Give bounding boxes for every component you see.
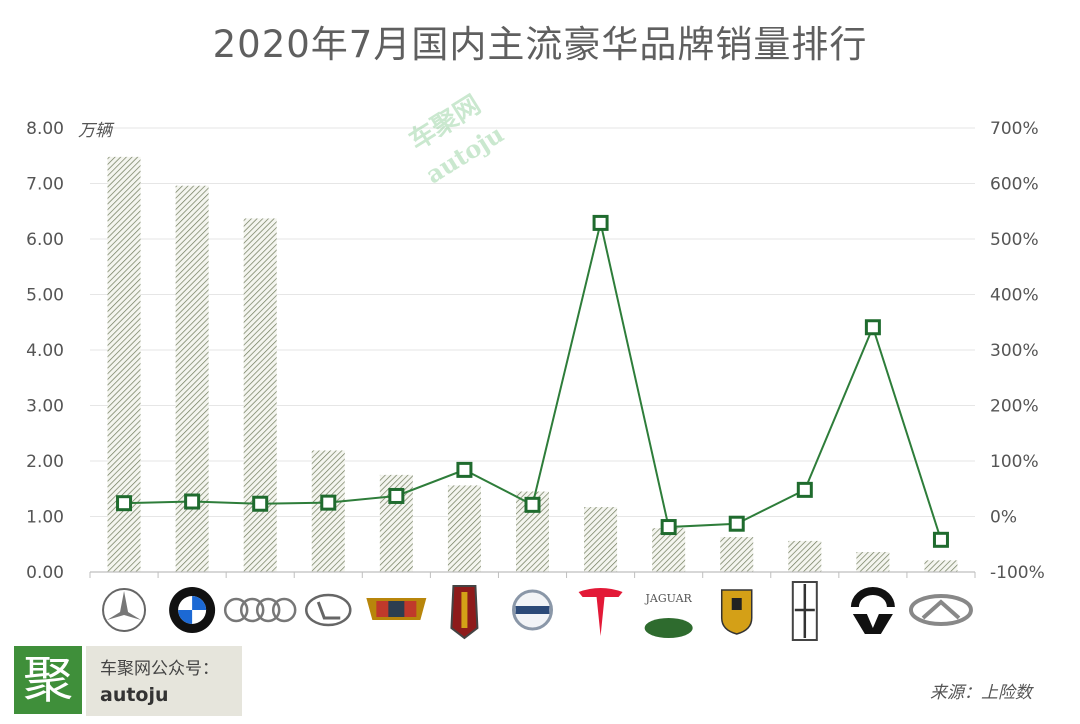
- left-axis-tick-label: 1.00: [26, 508, 64, 528]
- infiniti-road: [921, 599, 961, 620]
- wechat-label: 车聚网公众号：: [100, 659, 219, 679]
- left-axis-tick-label: 4.00: [26, 341, 64, 361]
- lexus-oval: [305, 593, 352, 627]
- left-axis-tick-label: 7.00: [26, 175, 64, 195]
- lexus-logo-icon: [305, 593, 352, 627]
- left-axis-tick-label: 8.00: [26, 119, 64, 139]
- sales-bar: [447, 485, 481, 572]
- right-axis-tick-label: 200%: [990, 397, 1039, 417]
- right-axis-tick-label: 700%: [990, 119, 1039, 139]
- porsche-shield: [720, 589, 753, 635]
- right-axis-tick-label: 100%: [990, 452, 1039, 472]
- hongqi-logo-icon: [450, 585, 479, 640]
- audi-logo-icon: [223, 597, 297, 623]
- infiniti-logo-icon: [908, 594, 973, 626]
- audi-ring: [271, 597, 297, 623]
- growth-point: [728, 515, 745, 532]
- right-axis-tick-label: 0%: [990, 508, 1017, 528]
- source-note: 来源：上险数: [930, 683, 1032, 703]
- sales-bar: [788, 540, 822, 572]
- right-axis-tick-label: 600%: [990, 175, 1039, 195]
- sales-bar: [720, 537, 754, 572]
- porsche-horse: [731, 598, 742, 610]
- nio-logo-icon: [850, 587, 895, 634]
- porsche-logo-icon: [720, 589, 753, 635]
- mercedes-star: [107, 591, 142, 620]
- growth-point: [456, 461, 473, 478]
- infiniti-oval: [908, 594, 973, 626]
- audi-ring: [239, 597, 265, 623]
- volvo-band: [515, 606, 550, 614]
- growth-point: [592, 214, 609, 231]
- growth-point: [388, 487, 405, 504]
- right-axis-tick-label: 400%: [990, 286, 1039, 306]
- nio-road: [852, 614, 893, 634]
- lexus-l: [316, 601, 341, 620]
- sales-bar: [856, 552, 890, 572]
- left-axis-tick-label: 6.00: [26, 230, 64, 250]
- growth-point: [932, 531, 949, 548]
- sales-bar: [311, 450, 345, 572]
- growth-point: [320, 494, 337, 511]
- left-axis-tick-label: 2.00: [26, 452, 64, 472]
- volvo-logo-icon: [512, 589, 553, 631]
- mercedes-benz-logo-icon: [102, 588, 147, 632]
- growth-point: [184, 493, 201, 510]
- jaguar-wordmark: JAGUAR: [644, 592, 692, 605]
- tesla-logo-icon: [578, 588, 623, 636]
- chart-title: 2020年7月国内主流豪华品牌销量排行: [212, 23, 868, 66]
- growth-point: [864, 319, 881, 336]
- left-axis-tick-label: 3.00: [26, 397, 64, 417]
- cadillac-blue: [388, 601, 405, 617]
- lincoln-star: [794, 584, 815, 638]
- nio-arc: [850, 587, 895, 607]
- wechat-account-box: 车聚网公众号： autoju: [86, 646, 242, 716]
- left-axis-tick-label: 0.00: [26, 563, 64, 583]
- bmw-logo-icon: [169, 587, 216, 633]
- right-axis-tick-label: -100%: [990, 563, 1045, 583]
- sales-bar: [924, 560, 958, 572]
- autoju-logo: 聚: [14, 646, 82, 714]
- bmw-quadrants: [178, 596, 207, 624]
- lincoln-logo-icon: [791, 581, 818, 641]
- growth-point: [660, 519, 677, 536]
- left-axis-tick-label: 5.00: [26, 286, 64, 306]
- audi-ring: [223, 597, 249, 623]
- growth-point: [796, 481, 813, 498]
- growth-point: [252, 495, 269, 512]
- hongqi-flag: [461, 592, 468, 628]
- sales-bar: [175, 185, 209, 572]
- lincoln-frame: [791, 581, 818, 641]
- right-axis-tick-label: 300%: [990, 341, 1039, 361]
- sales-bar: [652, 528, 686, 572]
- growth-point: [524, 496, 541, 513]
- audi-ring: [255, 597, 281, 623]
- mercedes-ring: [102, 588, 147, 632]
- tesla-t: [578, 588, 623, 636]
- cadillac-logo-icon: [366, 598, 427, 620]
- sales-bar: [584, 507, 618, 572]
- y-axis-unit-label: 万辆: [78, 121, 112, 141]
- jaguar-land-rover-logo-icon: JAGUAR: [644, 592, 693, 638]
- wechat-id: autoju: [100, 684, 169, 706]
- land-rover-oval: [644, 618, 693, 638]
- sales-bar: [243, 218, 277, 572]
- right-axis-tick-label: 500%: [990, 230, 1039, 250]
- growth-point: [116, 495, 133, 512]
